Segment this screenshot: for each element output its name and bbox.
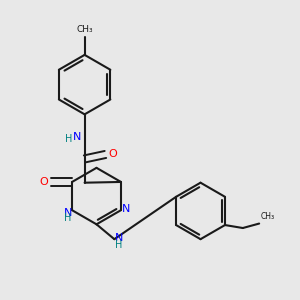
Text: O: O <box>39 177 48 187</box>
Text: N: N <box>64 208 73 218</box>
Text: CH₃: CH₃ <box>76 25 93 34</box>
Text: H: H <box>115 239 122 250</box>
Text: H: H <box>64 134 72 144</box>
Text: N: N <box>122 204 130 214</box>
Text: N: N <box>115 233 123 243</box>
Text: H: H <box>64 213 71 223</box>
Text: CH₃: CH₃ <box>261 212 275 220</box>
Text: O: O <box>109 149 117 160</box>
Text: N: N <box>73 132 81 142</box>
